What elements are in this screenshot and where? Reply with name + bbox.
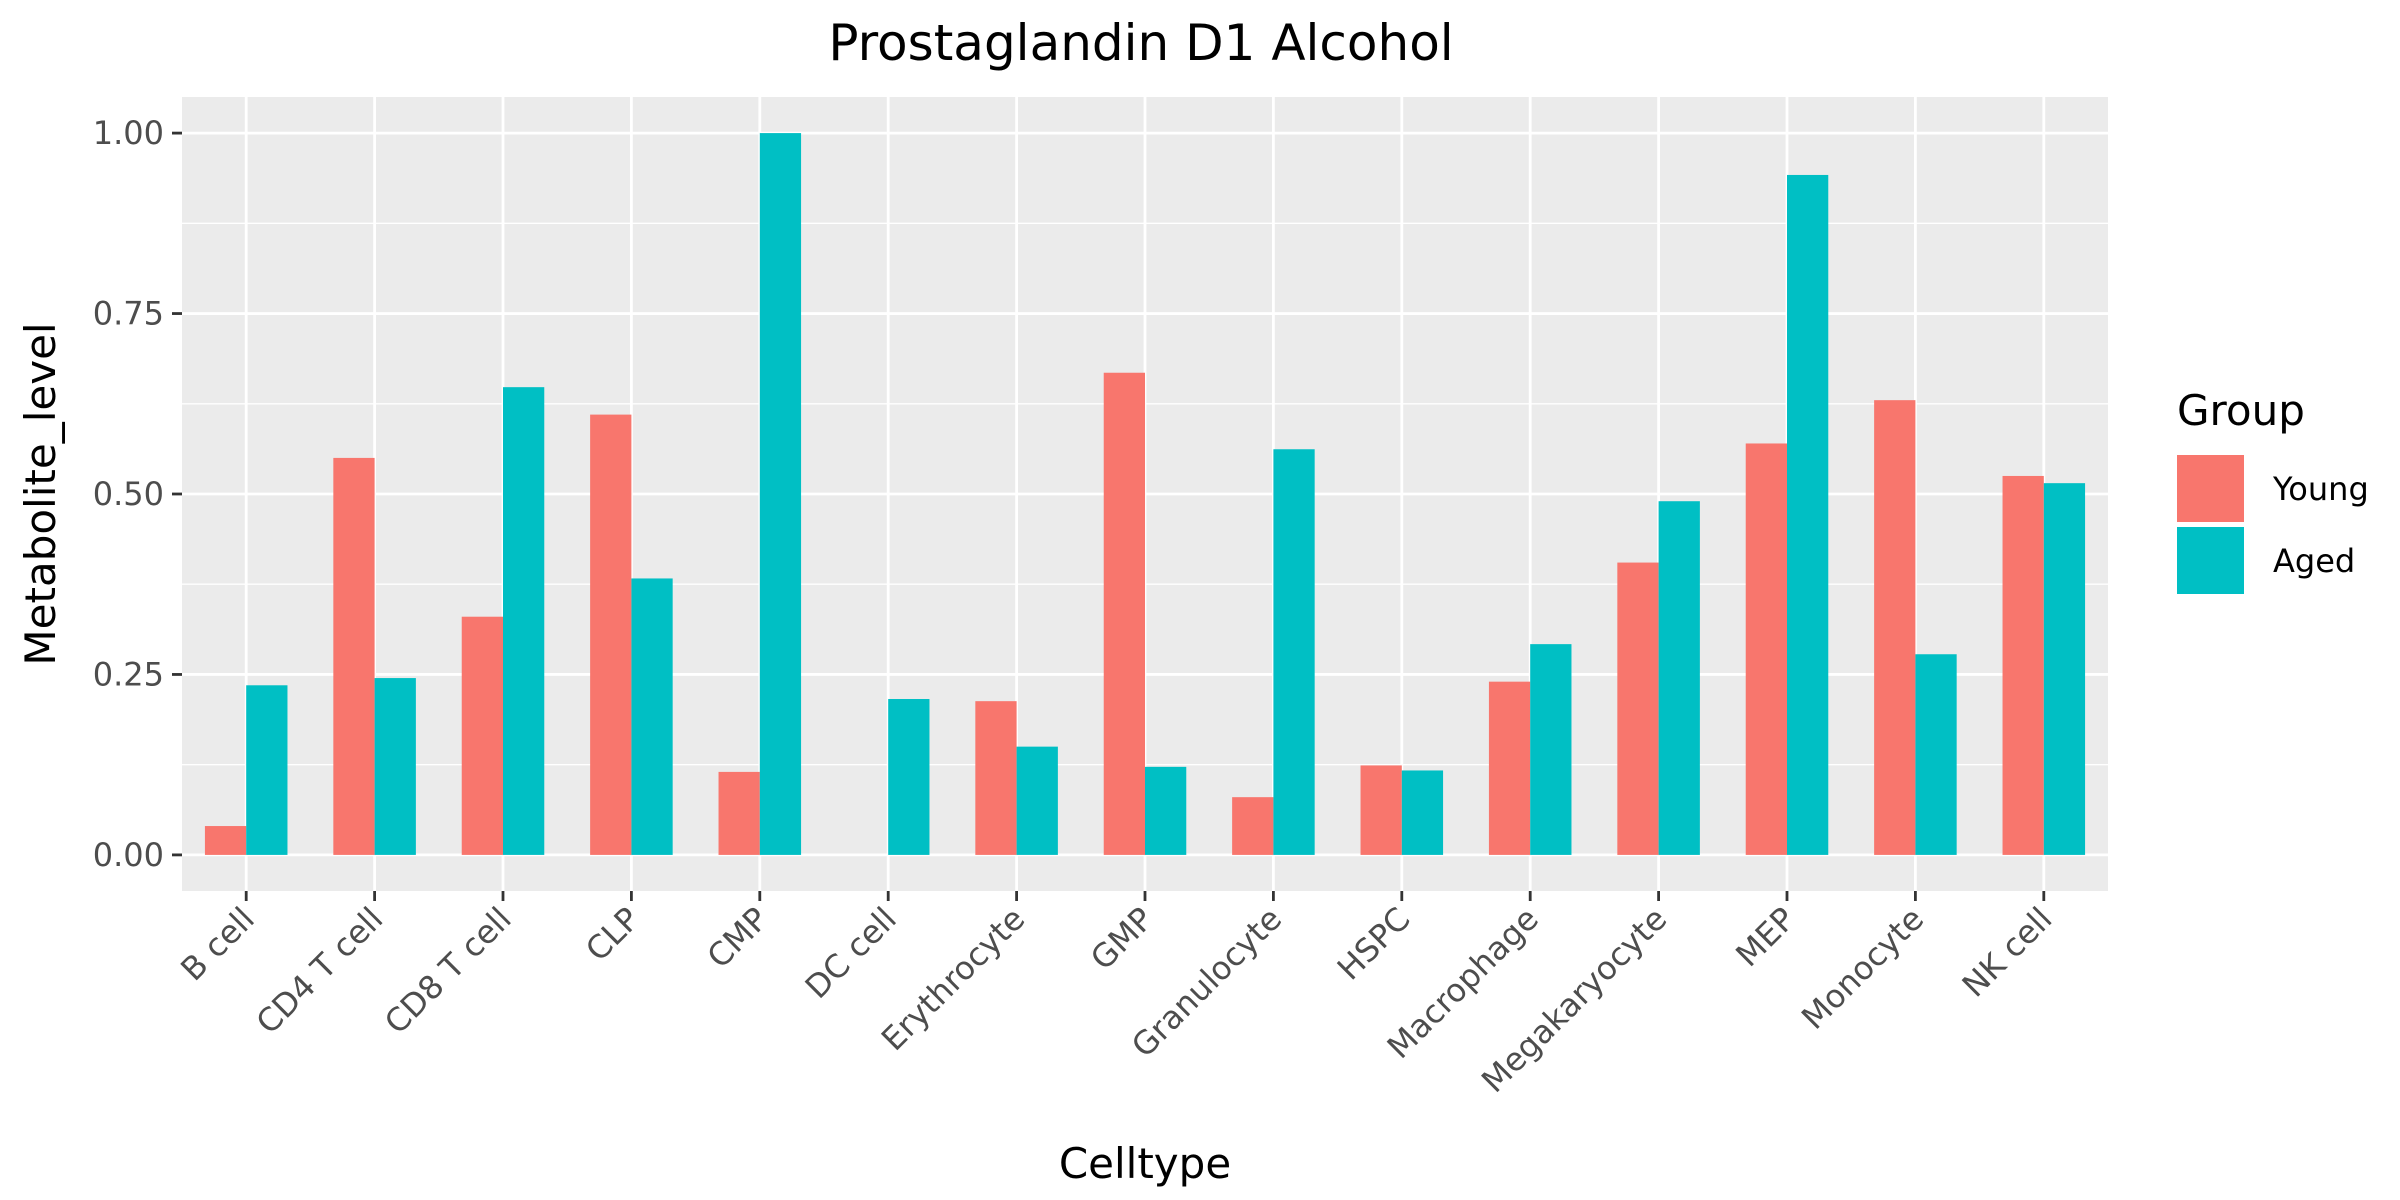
x-tick-label: HSPC: [1330, 900, 1418, 988]
bar-young-cmp: [718, 771, 760, 855]
bar-young-cd8-t-cell: [461, 616, 503, 855]
x-tick-label: CLP: [578, 900, 647, 969]
x-axis-title: Celltype: [1059, 1139, 1231, 1188]
legend-key-aged: [2177, 527, 2244, 594]
bar-aged-clp: [631, 578, 673, 855]
bar-young-erythrocyte: [975, 701, 1017, 855]
chart-title: Prostaglandin D1 Alcohol: [828, 14, 1453, 72]
bar-young-gmp: [1103, 372, 1145, 855]
y-axis: 0.00 0.25 0.50 0.75 1.00: [93, 114, 182, 874]
y-tick-label: 1.00: [93, 114, 164, 152]
y-tick-label: 0.50: [93, 475, 164, 513]
bar-young-granulocyte: [1232, 797, 1274, 855]
bar-aged-megakaryocyte: [1658, 501, 1700, 855]
x-tick-label: Monocyte: [1794, 900, 1931, 1037]
y-tick-label: 0.75: [93, 295, 164, 333]
bar-aged-cd8-t-cell: [503, 387, 545, 855]
bar-aged-macrophage: [1530, 644, 1572, 855]
bar-aged-cmp: [759, 133, 802, 855]
x-tick-label: DC cell: [798, 900, 904, 1006]
bar-aged-monocyte: [1915, 654, 1957, 855]
x-tick-label: GMP: [1083, 900, 1161, 978]
bar-aged-mep: [1787, 174, 1829, 855]
bar-young-b-cell: [204, 826, 247, 855]
x-tick-label: CD8 T cell: [377, 900, 519, 1042]
bar-aged-granulocyte: [1273, 449, 1315, 855]
bar-young-monocyte: [1874, 400, 1916, 855]
y-tick-label: 0.00: [93, 836, 164, 874]
bar-aged-nk-cell: [2043, 483, 2086, 855]
x-tick-label: B cell: [173, 900, 262, 989]
bar-young-cd4-t-cell: [333, 457, 375, 855]
x-tick-label: CMP: [700, 900, 776, 976]
bar-aged-b-cell: [246, 685, 288, 855]
bar-aged-hspc: [1401, 770, 1444, 855]
bar-young-hspc: [1360, 765, 1402, 855]
bar-young-macrophage: [1488, 681, 1531, 855]
bar-aged-dc-cell: [888, 698, 930, 855]
bar-young-nk-cell: [2002, 475, 2044, 855]
y-axis-title: Metabolite_level: [16, 322, 65, 665]
bar-aged-erythrocyte: [1016, 746, 1058, 855]
bar-aged-gmp: [1145, 766, 1187, 855]
bar-young-clp: [590, 414, 632, 855]
bar-young-megakaryocyte: [1617, 562, 1659, 855]
bar-aged-cd4-t-cell: [374, 678, 416, 855]
bar-young-mep: [1745, 443, 1787, 855]
y-tick-label: 0.25: [93, 655, 164, 693]
legend: Group Young Aged: [2177, 386, 2369, 594]
legend-label-aged: Aged: [2273, 542, 2355, 580]
legend-key-young: [2177, 455, 2244, 522]
x-tick-label: NK cell: [1955, 900, 2060, 1005]
x-tick-label: MEP: [1728, 900, 1802, 974]
bars: [204, 133, 2086, 855]
legend-label-young: Young: [2272, 470, 2369, 508]
legend-title: Group: [2177, 386, 2305, 435]
x-tick-label: CD4 T cell: [249, 900, 391, 1042]
